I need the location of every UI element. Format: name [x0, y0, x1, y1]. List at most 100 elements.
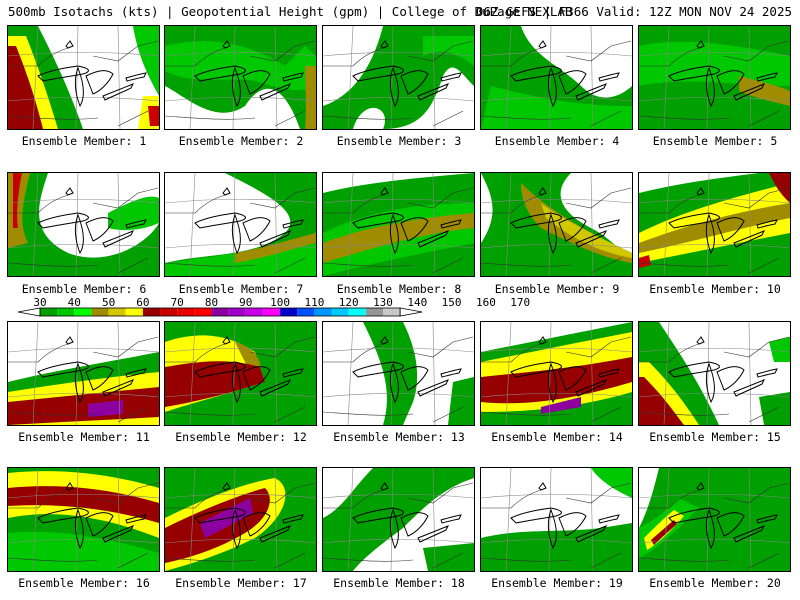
legend-arrow-right — [399, 307, 423, 317]
ensemble-member-label: Ensemble Member: 4 — [494, 134, 620, 148]
state-borders — [8, 187, 159, 274]
great-lakes-outline — [510, 40, 620, 108]
isotach-shading — [759, 392, 790, 425]
legend-color-swatch — [108, 308, 126, 316]
state-borders — [165, 187, 316, 274]
isotach-map-svg — [323, 173, 474, 276]
ensemble-member-label: Ensemble Member: 9 — [494, 282, 620, 296]
state-borders — [165, 40, 316, 127]
great-lakes-outline — [352, 40, 462, 108]
isotach-map-svg — [8, 468, 159, 571]
ensemble-member-label: Ensemble Member: 15 — [649, 430, 781, 444]
legend-tick-label: 170 — [510, 296, 530, 309]
isotach-shading — [739, 76, 790, 106]
ensemble-member-label: Ensemble Member: 13 — [333, 430, 465, 444]
state-borders — [639, 482, 790, 569]
legend-color-swatch — [348, 308, 366, 316]
isotach-map-svg — [323, 26, 474, 129]
great-lakes-outline — [37, 187, 147, 255]
isotach-map-svg — [481, 26, 632, 129]
height-contours — [165, 468, 316, 571]
ensemble-member-map — [322, 172, 475, 277]
state-borders — [323, 40, 474, 127]
ensemble-member-label: Ensemble Member: 16 — [18, 576, 150, 590]
legend-tick-label: 70 — [171, 296, 184, 309]
ensemble-member-map — [322, 321, 475, 426]
ensemble-member-map — [164, 25, 317, 130]
isotach-map-svg — [639, 26, 790, 129]
isotach-shading — [639, 255, 651, 268]
ensemble-member-map — [164, 467, 317, 572]
isotach-shading — [13, 173, 22, 228]
great-lakes-outline — [194, 187, 304, 255]
ensemble-member-map — [480, 321, 633, 426]
state-borders — [323, 336, 474, 423]
ensemble-member-label: Ensemble Member: 10 — [649, 282, 781, 296]
isotach-shading — [769, 337, 790, 362]
height-contours — [8, 173, 159, 276]
state-borders — [481, 482, 632, 569]
isotach-map-svg — [8, 322, 159, 425]
ensemble-member-label: Ensemble Member: 14 — [491, 430, 623, 444]
ensemble-member-label: Ensemble Member: 8 — [336, 282, 462, 296]
great-lakes-outline — [37, 40, 147, 108]
state-borders — [481, 40, 632, 127]
legend-tick-label: 80 — [205, 296, 218, 309]
great-lakes-outline — [194, 336, 304, 404]
ensemble-member-map — [322, 467, 475, 572]
ensemble-member-map — [7, 321, 160, 426]
legend-color-swatch — [91, 308, 109, 316]
ensemble-member-map — [7, 172, 160, 277]
legend-color-swatch — [211, 308, 229, 316]
height-contours — [323, 173, 474, 276]
legend-color-swatch — [194, 308, 212, 316]
isotach-map-svg — [165, 26, 316, 129]
height-contours — [639, 26, 790, 129]
isotach-map-svg — [8, 26, 159, 129]
legend-color-swatch — [331, 308, 349, 316]
legend-color-swatch — [40, 308, 58, 316]
isotach-shading — [363, 322, 418, 425]
ensemble-member-label: Ensemble Member: 12 — [175, 430, 307, 444]
isotach-shading — [148, 106, 159, 126]
state-borders — [323, 482, 474, 569]
legend-color-swatch — [177, 308, 195, 316]
great-lakes-outline — [668, 40, 778, 108]
ensemble-member-map — [7, 467, 160, 572]
great-lakes-outline — [668, 482, 778, 550]
legend-color-swatch — [297, 308, 315, 316]
isotach-shading — [235, 233, 316, 263]
isotach-map-svg — [639, 468, 790, 571]
isotach-shading — [423, 36, 474, 66]
isotach-shading — [165, 361, 265, 407]
isotach-shading — [133, 26, 159, 96]
great-lakes-outline — [352, 187, 462, 255]
isotach-shading — [8, 387, 159, 425]
title-product: 500mb Isotachs (kts) | Geopotential Heig… — [8, 4, 573, 19]
height-contours — [639, 173, 790, 276]
isotach-shading — [88, 400, 123, 417]
legend-tick-label: 150 — [442, 296, 462, 309]
legend-arrow-left — [17, 307, 41, 317]
ensemble-member-map — [480, 467, 633, 572]
legend-tick-label: 60 — [136, 296, 149, 309]
height-contours — [8, 26, 159, 129]
isotach-shading — [769, 173, 790, 203]
legend-color-swatch — [314, 308, 332, 316]
legend-color-swatch — [142, 308, 161, 316]
height-contours — [323, 26, 474, 129]
isotach-map-svg — [165, 322, 316, 425]
height-contours — [639, 322, 790, 425]
ensemble-member-label: Ensemble Member: 2 — [178, 134, 304, 148]
ensemble-member-label: Ensemble Member: 5 — [652, 134, 778, 148]
state-borders — [8, 336, 159, 423]
state-borders — [165, 482, 316, 569]
height-contours — [323, 322, 474, 425]
ensemble-member-map — [7, 25, 160, 130]
legend-tick-label: 130 — [373, 296, 393, 309]
isotach-shading — [639, 203, 790, 253]
isotach-shading — [423, 543, 474, 571]
ensemble-member-map — [322, 25, 475, 130]
isotach-shading — [541, 203, 632, 258]
legend-tick-label: 120 — [339, 296, 359, 309]
